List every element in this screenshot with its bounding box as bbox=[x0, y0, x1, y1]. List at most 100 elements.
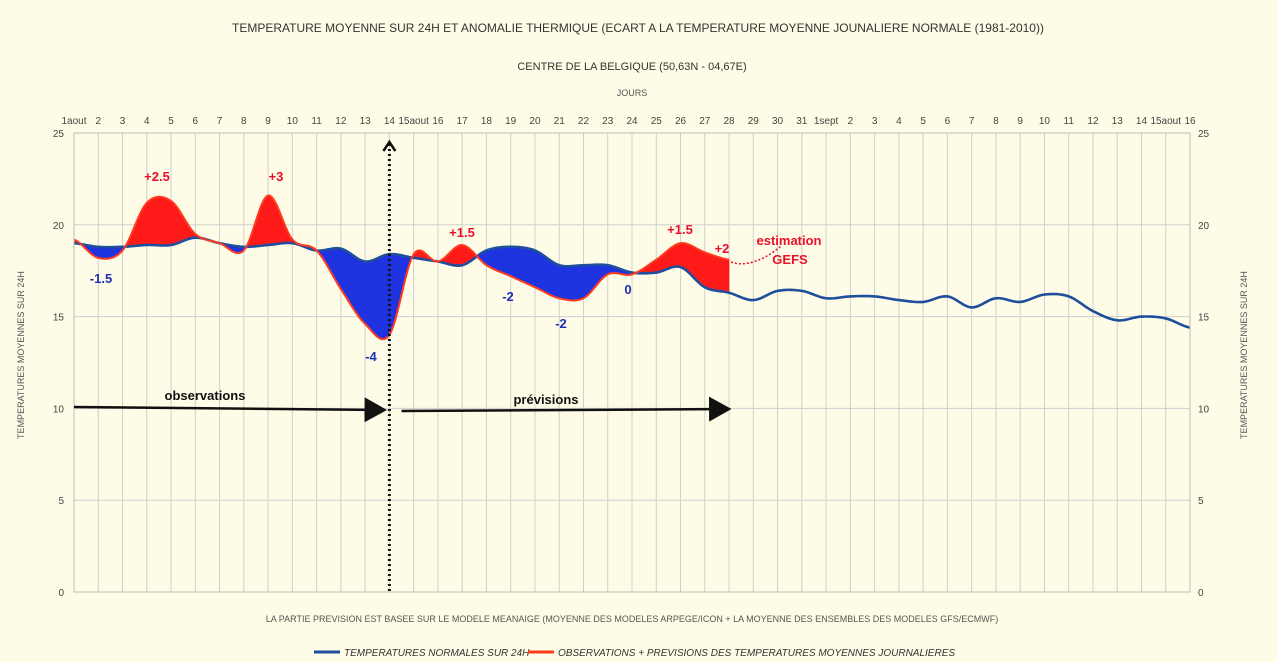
x-tick-label: 30 bbox=[772, 116, 784, 127]
anomaly-fill-below bbox=[562, 265, 566, 300]
anomaly-fill-below bbox=[346, 250, 350, 303]
anomaly-fill-below bbox=[554, 262, 558, 299]
anomaly-annotation: -1.5 bbox=[90, 271, 112, 286]
anomaly-fill-below bbox=[492, 247, 495, 271]
anomaly-fill-below bbox=[348, 252, 352, 307]
anomaly-fill-above bbox=[672, 244, 675, 268]
chart-subtitle: CENTRE DE LA BELGIQUE (50,63N - 04,67E) bbox=[517, 61, 746, 73]
anomaly-fill-above bbox=[168, 199, 172, 246]
x-tick-label: 4 bbox=[144, 116, 150, 127]
anomaly-fill-below bbox=[372, 258, 376, 336]
x-tick-label: 8 bbox=[241, 116, 247, 127]
anomaly-fill-below bbox=[97, 246, 101, 259]
anomaly-fill-below bbox=[504, 246, 507, 275]
x-tick-label: 12 bbox=[335, 116, 347, 127]
anomaly-fill-below bbox=[352, 254, 356, 313]
anomaly-annotation: +3 bbox=[269, 169, 284, 184]
anomaly-fill-below bbox=[556, 264, 560, 299]
anomaly-fill-above bbox=[710, 254, 714, 291]
x-tick-label: 16 bbox=[432, 116, 444, 127]
anomaly-fill-below bbox=[566, 265, 570, 301]
x-tick-label: 17 bbox=[457, 116, 469, 127]
anomaly-fill-below bbox=[108, 246, 111, 260]
anomaly-fill-below bbox=[385, 254, 388, 340]
x-tick-label: 10 bbox=[1039, 116, 1051, 127]
anomaly-fill-below bbox=[526, 247, 530, 285]
anomaly-fill-below bbox=[583, 264, 586, 299]
series-lines bbox=[73, 194, 1191, 341]
y-tick-label-left: 25 bbox=[53, 129, 65, 140]
anomaly-fill-below bbox=[488, 248, 491, 269]
anomaly-fill-above bbox=[726, 258, 730, 294]
anomaly-fill-above bbox=[154, 196, 158, 246]
anomaly-fill-above bbox=[702, 251, 706, 288]
forecast-arrow-label: prévisions bbox=[513, 392, 578, 407]
anomaly-fill-above bbox=[465, 245, 469, 265]
anomaly-fill-above bbox=[706, 252, 710, 290]
anomaly-annotation: -2 bbox=[555, 316, 567, 331]
anomaly-fill-below bbox=[344, 249, 348, 300]
anomaly-fill-above bbox=[156, 196, 160, 246]
anomaly-fill-above bbox=[712, 254, 716, 291]
anomaly-fill-below bbox=[366, 261, 370, 329]
anomaly-fill-below bbox=[362, 260, 366, 325]
anomaly-fill-below bbox=[380, 255, 384, 340]
anomaly-fill-below bbox=[364, 261, 368, 327]
anomaly-fill-below bbox=[508, 246, 512, 277]
x-tick-label: 27 bbox=[699, 116, 711, 127]
y-tick-label-right: 0 bbox=[1198, 588, 1204, 599]
anomaly-fill-above bbox=[267, 195, 271, 246]
x-tick-label: 9 bbox=[1017, 116, 1023, 127]
anomaly-fill-below bbox=[95, 246, 99, 259]
anomaly-fill-below bbox=[528, 248, 532, 286]
anomaly-fill-below bbox=[393, 253, 396, 326]
anomaly-fill-below bbox=[354, 256, 358, 316]
separator-arrow-tip bbox=[382, 139, 397, 152]
anomaly-fill-below bbox=[360, 259, 364, 323]
y-tick-label-left: 0 bbox=[58, 588, 64, 599]
anomaly-fill-above bbox=[692, 245, 695, 280]
anomaly-fill-above bbox=[146, 200, 150, 246]
y-tick-label-left: 10 bbox=[53, 404, 65, 415]
anomaly-annotation: -2 bbox=[502, 289, 514, 304]
anomaly-annotation: +1.5 bbox=[667, 222, 693, 237]
anomaly-fill-below bbox=[391, 253, 394, 332]
x-tick-label: 14 bbox=[384, 116, 396, 127]
anomaly-fill-below bbox=[350, 253, 354, 310]
anomaly-fill-above bbox=[716, 256, 720, 292]
observations-arrow bbox=[73, 397, 388, 423]
x-tick-label: 14 bbox=[1136, 116, 1148, 127]
x-tick-label: 11 bbox=[311, 116, 322, 127]
x-tick-label: 3 bbox=[120, 116, 126, 127]
anomaly-fill-above bbox=[174, 203, 178, 245]
anomaly-fill-above bbox=[463, 244, 467, 266]
anomaly-fill-below bbox=[520, 246, 524, 283]
anomaly-fill-above bbox=[162, 196, 166, 246]
x-tick-label: 11 bbox=[1064, 116, 1075, 127]
anomaly-fill-below bbox=[524, 247, 528, 285]
anomaly-fills bbox=[73, 194, 730, 340]
x-tick-label: 12 bbox=[1087, 116, 1099, 127]
anomaly-fill-below bbox=[340, 248, 344, 294]
x-tick-label: 28 bbox=[723, 116, 735, 127]
anomaly-fill-above bbox=[148, 198, 152, 246]
anomaly-fill-below bbox=[569, 265, 572, 301]
anomaly-fill-below bbox=[538, 251, 542, 291]
x-tick-label: 7 bbox=[217, 116, 223, 127]
anomaly-fill-below bbox=[558, 264, 562, 300]
anomaly-fill-below bbox=[506, 246, 509, 276]
x-tick-label: 29 bbox=[748, 116, 760, 127]
anomaly-fill-below bbox=[587, 264, 590, 297]
series-line-normals bbox=[73, 236, 1191, 329]
anomaly-fill-above bbox=[720, 257, 724, 292]
y-tick-label-left: 15 bbox=[53, 313, 65, 324]
legend: TEMPERATURES NORMALES SUR 24H OBSERVATIO… bbox=[314, 648, 955, 659]
anomaly-fill-below bbox=[522, 247, 526, 284]
anomaly-annotation: GEFS bbox=[772, 252, 808, 267]
x-tick-label: 5 bbox=[920, 116, 926, 127]
x-tick-label: 13 bbox=[1112, 116, 1124, 127]
anomaly-fill-below bbox=[518, 246, 522, 282]
anomaly-fill-above bbox=[263, 195, 267, 246]
y-axis-label-left: TEMPERATURES MOYENNES SUR 24H bbox=[16, 271, 26, 439]
